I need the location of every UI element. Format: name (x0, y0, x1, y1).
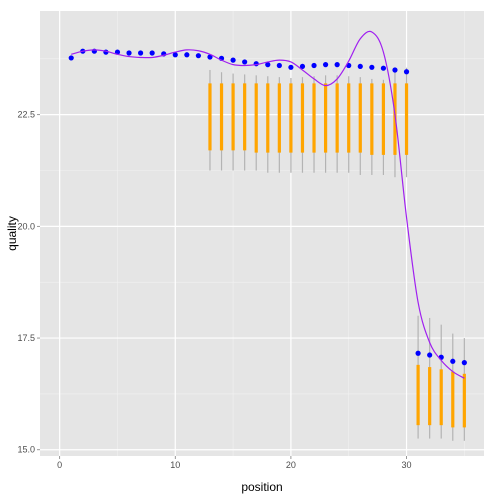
data-point (288, 64, 294, 70)
data-point (427, 352, 433, 358)
data-point (380, 65, 387, 71)
x-tick-label: 10 (170, 460, 180, 470)
data-point (172, 52, 178, 58)
x-tick-label: 30 (402, 460, 412, 470)
x-axis-title: position (241, 480, 282, 494)
data-point (415, 350, 421, 356)
data-point (137, 50, 144, 56)
data-point (357, 63, 363, 70)
y-tick-labels: 15.0 17.5 20.0 22.5 (17, 110, 35, 455)
data-point (450, 358, 456, 364)
y-tick-label: 22.5 (17, 110, 35, 120)
data-point (149, 50, 155, 56)
data-point (461, 360, 467, 366)
data-point (68, 55, 74, 61)
data-point (184, 52, 190, 58)
data-point (392, 67, 398, 73)
x-tick-labels: 0 10 20 30 (57, 460, 411, 470)
y-tick-label: 17.5 (17, 333, 35, 343)
y-tick-label: 15.0 (17, 445, 35, 455)
x-tick-label: 20 (286, 460, 296, 470)
plot-panel (40, 11, 484, 456)
data-point (126, 50, 132, 56)
data-point (242, 59, 248, 65)
axis-ticks (37, 114, 407, 459)
data-point (403, 69, 410, 75)
data-point (276, 62, 282, 69)
data-point (369, 64, 375, 70)
data-point (299, 63, 306, 70)
boxplot-boxes (208, 83, 466, 428)
y-tick-label: 20.0 (17, 221, 35, 231)
data-point (195, 53, 202, 59)
data-point (334, 62, 340, 68)
y-axis-title: quality (5, 216, 19, 251)
data-point (311, 62, 317, 69)
data-point (230, 57, 236, 63)
smooth-line (71, 30, 465, 379)
data-point (207, 54, 213, 60)
data-point (322, 62, 329, 68)
x-tick-label: 0 (57, 460, 62, 470)
data-point (265, 62, 271, 68)
